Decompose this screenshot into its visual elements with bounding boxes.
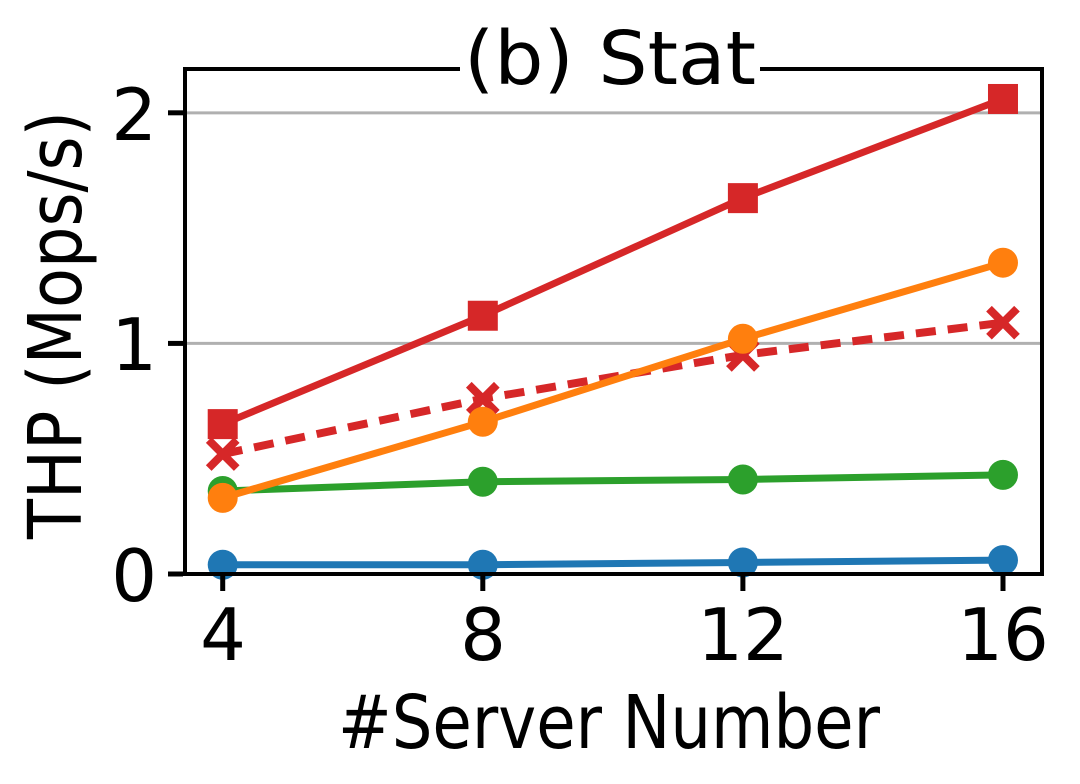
x-axis-label: #Server Number [338,680,880,766]
marker-green-circles-x12 [727,464,758,495]
marker-red-x-dashed-x16 [986,305,1020,340]
gridlines [185,111,1042,576]
marker-red-x-dashed-x4 [205,437,240,471]
marker-red-squares-x4 [207,409,238,440]
marker-orange-circles-x4 [207,482,238,513]
tick-marks [168,110,1006,591]
axes-spines [183,67,1044,576]
marker-blue-circles-x12 [727,547,758,578]
y-tick-label-2: 2 [111,73,157,157]
marker-red-squares-x8 [467,300,498,331]
marker-green-circles-x16 [987,459,1018,490]
marker-red-squares-x16 [987,83,1018,114]
marker-red-squares-x12 [727,183,758,214]
series-line-green-circles [222,471,1004,495]
y-tick-labels: 0 1 2 [111,73,157,618]
marker-orange-circles-x16 [987,247,1018,278]
y-tick-label-0: 0 [111,534,157,618]
x-tick-labels: 4 8 12 16 [200,593,1049,677]
y-axis-label: THP (Mops/s) [13,111,99,540]
series-line-orange-circles [221,259,1004,502]
x-tick-label-8: 8 [460,593,506,677]
series-layer [205,83,1020,580]
series-red-squares [207,83,1018,440]
x-tick-label-12: 12 [697,593,789,677]
plot-border [183,67,1044,576]
series-orange-circles [207,247,1018,513]
marker-blue-circles-x16 [987,545,1018,576]
marker-green-circles-x8 [467,466,498,497]
series-line-blue-circles [222,556,1004,569]
y-tick-label-1: 1 [111,303,157,387]
series-red-x-dashed [205,305,1020,471]
x-tick-label-4: 4 [200,593,246,677]
title-backdrop [460,60,760,77]
x-tick-label-16: 16 [957,593,1049,677]
marker-red-x-dashed-x8 [465,381,500,416]
marker-orange-circles-x8 [467,406,498,437]
marker-orange-circles-x12 [727,323,758,354]
chart-title: (b) Stat [464,16,756,102]
series-line-red-squares [221,95,1005,428]
